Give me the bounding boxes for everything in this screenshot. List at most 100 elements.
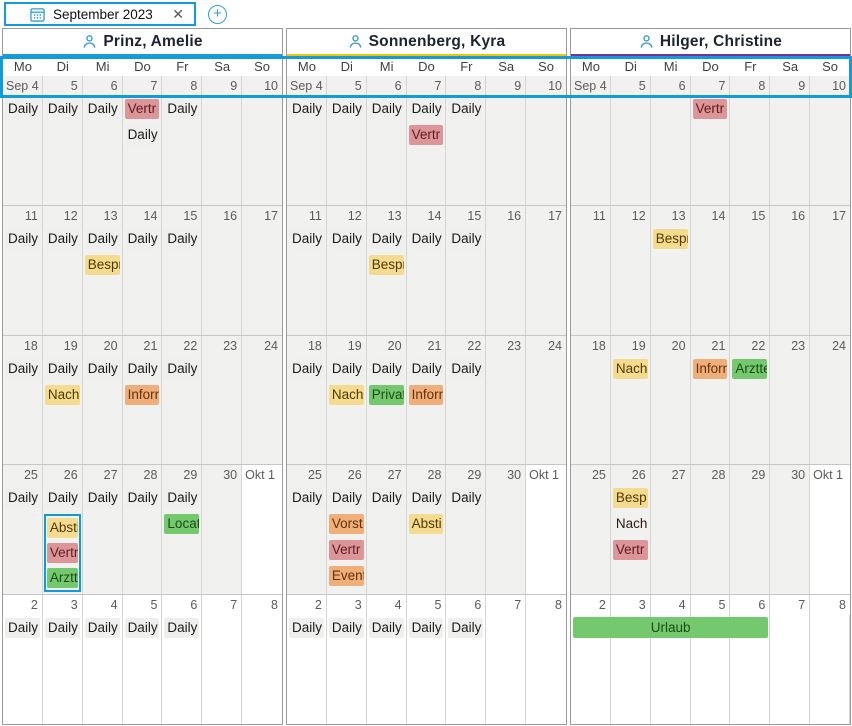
appointment-daily[interactable]: Daily xyxy=(448,488,484,509)
appointment-daily[interactable]: Daily xyxy=(328,618,364,639)
day-cell[interactable] xyxy=(571,96,611,205)
date-cell[interactable]: 4 xyxy=(650,595,691,616)
date-cell[interactable]: 18 xyxy=(571,335,611,356)
day-cell[interactable]: Daily xyxy=(446,225,487,335)
date-cell[interactable]: 8 xyxy=(242,595,282,616)
appointment-daily[interactable]: Daily xyxy=(368,99,404,119)
day-cell[interactable] xyxy=(526,615,566,724)
day-cell[interactable]: Daily xyxy=(162,96,203,205)
day-cell[interactable]: Daily xyxy=(287,225,327,335)
date-cell[interactable]: 8 xyxy=(526,595,566,616)
day-cell[interactable]: Nach xyxy=(610,355,651,465)
day-cell[interactable]: Daily xyxy=(446,355,487,465)
day-cell[interactable] xyxy=(486,485,527,595)
date-cell[interactable]: 9 xyxy=(202,76,243,96)
date-cell[interactable]: 17 xyxy=(242,205,282,226)
day-cell[interactable]: Daily Nach xyxy=(42,355,83,465)
date-cell[interactable]: 16 xyxy=(202,205,243,226)
appointment[interactable]: Vorst xyxy=(328,514,364,535)
day-cell[interactable] xyxy=(526,96,566,205)
appointment-daily[interactable]: Daily xyxy=(5,488,40,509)
date-cell[interactable]: 19 xyxy=(610,335,651,356)
date-cell[interactable]: 3 xyxy=(42,595,83,616)
date-cell[interactable]: 10 xyxy=(810,76,850,96)
day-cell[interactable]: Daily xyxy=(3,96,43,205)
day-cell[interactable] xyxy=(610,225,651,335)
date-cell[interactable]: 17 xyxy=(526,205,566,226)
date-cell[interactable]: 23 xyxy=(486,335,527,356)
appointment[interactable]: Inform xyxy=(124,384,160,405)
day-cell[interactable]: Daily Bespr xyxy=(82,225,123,335)
date-cell[interactable]: 11 xyxy=(3,205,43,226)
date-cell[interactable]: 7 xyxy=(486,595,527,616)
day-cell[interactable] xyxy=(526,485,566,595)
date-cell[interactable]: 5 xyxy=(42,76,83,96)
date-cell[interactable]: 13 xyxy=(650,205,691,226)
day-cell[interactable]: Arztte xyxy=(730,355,771,465)
resource-header[interactable]: Hilger, Christine xyxy=(571,29,850,54)
appointment-daily[interactable]: Daily xyxy=(289,618,324,639)
day-cell[interactable] xyxy=(650,355,691,465)
day-cell[interactable] xyxy=(770,485,811,595)
appointment-daily[interactable]: Daily xyxy=(289,488,324,509)
day-cell[interactable]: Daily xyxy=(42,615,83,724)
day-cell[interactable] xyxy=(770,225,811,335)
appointment-span[interactable]: Urlaub xyxy=(573,617,769,639)
day-cell[interactable] xyxy=(242,355,282,465)
appointment[interactable]: Bespr xyxy=(652,228,688,249)
date-cell[interactable]: 5 xyxy=(326,76,367,96)
appointment-daily[interactable]: Daily xyxy=(84,99,120,119)
date-cell[interactable]: 22 xyxy=(730,335,771,356)
date-cell[interactable]: 4 xyxy=(82,595,123,616)
appointment-daily[interactable]: Daily xyxy=(448,618,484,639)
appointment-daily[interactable]: Daily xyxy=(289,99,324,119)
appointment[interactable]: Arztte xyxy=(46,568,78,589)
date-cell[interactable]: Okt 1 xyxy=(242,465,282,486)
appointment[interactable]: Absti xyxy=(408,514,444,535)
day-cell[interactable] xyxy=(610,96,651,205)
date-cell[interactable]: 28 xyxy=(122,465,163,486)
appointment-daily[interactable]: Daily xyxy=(408,99,444,119)
day-cell[interactable]: Daily xyxy=(122,485,163,595)
date-cell[interactable]: 14 xyxy=(690,205,731,226)
date-cell[interactable]: 24 xyxy=(242,335,282,356)
date-cell[interactable]: 13 xyxy=(82,205,123,226)
day-cell[interactable]: Besp Nach Vertr xyxy=(610,485,651,595)
date-cell[interactable]: 26 xyxy=(326,465,367,486)
day-cell[interactable] xyxy=(202,615,243,724)
day-cell[interactable]: Daily Nach xyxy=(326,355,367,465)
date-cell[interactable]: 14 xyxy=(122,205,163,226)
date-cell[interactable]: 11 xyxy=(571,205,611,226)
day-cell[interactable] xyxy=(202,485,243,595)
day-cell[interactable]: Daily xyxy=(287,615,327,724)
date-cell[interactable]: 28 xyxy=(406,465,447,486)
appointment-daily[interactable]: Daily xyxy=(44,358,80,379)
day-cell[interactable] xyxy=(730,225,771,335)
day-cell[interactable] xyxy=(486,225,527,335)
date-cell[interactable]: 11 xyxy=(287,205,327,226)
date-cell[interactable]: 12 xyxy=(610,205,651,226)
day-cell[interactable] xyxy=(810,225,850,335)
date-cell[interactable]: 30 xyxy=(486,465,527,486)
appointment[interactable]: Nach xyxy=(615,516,648,532)
date-cell[interactable]: 3 xyxy=(326,595,367,616)
day-cell[interactable]: Inform xyxy=(690,355,731,465)
appointment-daily[interactable]: Daily xyxy=(328,99,364,119)
day-cell[interactable]: Daily xyxy=(326,96,367,205)
day-cell[interactable] xyxy=(810,615,850,724)
date-cell[interactable]: 7 xyxy=(406,76,447,96)
date-cell[interactable]: Okt 1 xyxy=(810,465,850,486)
appointment[interactable]: Vertr xyxy=(328,540,364,561)
close-icon[interactable]: ✕ xyxy=(172,6,184,22)
date-cell[interactable]: 12 xyxy=(326,205,367,226)
appointment-daily[interactable]: Daily xyxy=(408,228,444,249)
day-cell[interactable]: Daily xyxy=(3,485,43,595)
day-cell[interactable]: Daily xyxy=(366,615,407,724)
appointment[interactable]: Vertr xyxy=(46,543,78,564)
appointment-daily[interactable]: Daily xyxy=(368,228,404,249)
day-cell[interactable] xyxy=(242,96,282,205)
date-cell[interactable]: 3 xyxy=(610,595,651,616)
date-cell[interactable]: 8 xyxy=(162,76,203,96)
day-cell[interactable] xyxy=(690,485,731,595)
appointment-daily[interactable]: Daily xyxy=(5,618,40,639)
